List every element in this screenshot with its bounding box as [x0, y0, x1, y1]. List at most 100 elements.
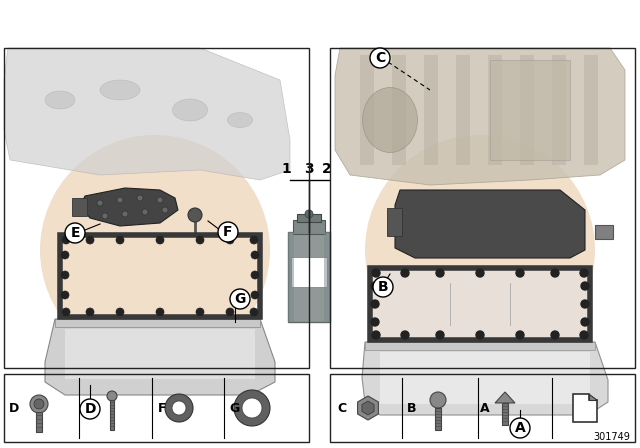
- Text: E: E: [84, 401, 93, 414]
- Polygon shape: [45, 319, 275, 395]
- Ellipse shape: [362, 87, 417, 152]
- Circle shape: [581, 318, 589, 326]
- Circle shape: [551, 331, 559, 339]
- Text: 2: 2: [322, 162, 332, 176]
- Bar: [456, 55, 470, 165]
- Circle shape: [116, 236, 124, 244]
- Bar: [288, 232, 330, 322]
- Circle shape: [516, 269, 524, 277]
- Circle shape: [34, 399, 44, 409]
- Bar: [110, 400, 114, 430]
- Circle shape: [436, 269, 444, 277]
- Circle shape: [117, 197, 123, 203]
- Text: B: B: [378, 280, 388, 294]
- Text: B: B: [407, 401, 417, 414]
- Bar: [360, 55, 374, 165]
- Circle shape: [251, 251, 259, 259]
- Circle shape: [61, 251, 69, 259]
- Circle shape: [122, 211, 128, 217]
- Circle shape: [372, 269, 380, 277]
- Bar: [291, 257, 327, 287]
- Text: A: A: [515, 421, 525, 435]
- Polygon shape: [80, 188, 178, 226]
- Circle shape: [30, 395, 48, 413]
- Circle shape: [510, 418, 530, 438]
- Polygon shape: [358, 396, 378, 420]
- Circle shape: [162, 207, 168, 213]
- Circle shape: [137, 195, 143, 201]
- Ellipse shape: [100, 80, 140, 100]
- Bar: [387, 208, 402, 236]
- Text: C: C: [375, 51, 385, 65]
- Bar: [288, 232, 294, 322]
- Circle shape: [401, 331, 409, 339]
- Bar: [60, 235, 260, 317]
- Text: 301749: 301749: [593, 432, 630, 442]
- Circle shape: [196, 308, 204, 316]
- Bar: [297, 214, 321, 222]
- Circle shape: [102, 213, 108, 219]
- Text: G: G: [229, 401, 239, 414]
- Circle shape: [371, 318, 379, 326]
- Circle shape: [373, 277, 393, 297]
- Text: E: E: [70, 226, 80, 240]
- Circle shape: [476, 331, 484, 339]
- Circle shape: [436, 331, 444, 339]
- Text: G: G: [234, 292, 246, 306]
- Bar: [595, 225, 613, 239]
- Circle shape: [365, 135, 595, 365]
- Circle shape: [61, 271, 69, 279]
- Circle shape: [250, 308, 258, 316]
- Bar: [380, 352, 590, 404]
- Polygon shape: [362, 401, 374, 415]
- Bar: [584, 55, 598, 165]
- Bar: [72, 198, 87, 216]
- Text: F: F: [157, 401, 166, 414]
- Circle shape: [242, 398, 262, 418]
- Circle shape: [581, 300, 589, 308]
- Bar: [520, 55, 534, 165]
- Bar: [330, 48, 635, 368]
- Circle shape: [226, 236, 234, 244]
- Circle shape: [371, 300, 379, 308]
- Bar: [293, 220, 325, 234]
- Bar: [4, 48, 309, 368]
- Bar: [36, 412, 42, 432]
- Circle shape: [196, 236, 204, 244]
- Circle shape: [157, 197, 163, 203]
- Bar: [488, 55, 502, 165]
- Ellipse shape: [173, 99, 207, 121]
- Circle shape: [372, 331, 380, 339]
- Bar: [4, 374, 309, 442]
- Text: D: D: [84, 402, 96, 416]
- Text: C: C: [337, 401, 347, 414]
- Circle shape: [230, 289, 250, 309]
- Circle shape: [370, 48, 390, 68]
- Circle shape: [156, 236, 164, 244]
- Circle shape: [218, 222, 238, 242]
- Text: 3: 3: [304, 162, 314, 176]
- Circle shape: [172, 401, 186, 415]
- Polygon shape: [495, 392, 515, 403]
- Text: D: D: [9, 401, 19, 414]
- Circle shape: [156, 308, 164, 316]
- Circle shape: [40, 135, 270, 365]
- Text: A: A: [480, 401, 490, 414]
- Polygon shape: [395, 190, 585, 258]
- Bar: [392, 55, 406, 165]
- Circle shape: [97, 200, 103, 206]
- Circle shape: [62, 236, 70, 244]
- Circle shape: [142, 209, 148, 215]
- Bar: [552, 55, 566, 165]
- Circle shape: [476, 269, 484, 277]
- Circle shape: [226, 308, 234, 316]
- Bar: [330, 374, 635, 442]
- Ellipse shape: [227, 112, 253, 128]
- Circle shape: [581, 282, 589, 290]
- Circle shape: [116, 308, 124, 316]
- Circle shape: [580, 331, 588, 339]
- Bar: [55, 319, 260, 327]
- Polygon shape: [589, 394, 597, 400]
- Circle shape: [401, 269, 409, 277]
- Circle shape: [234, 390, 270, 426]
